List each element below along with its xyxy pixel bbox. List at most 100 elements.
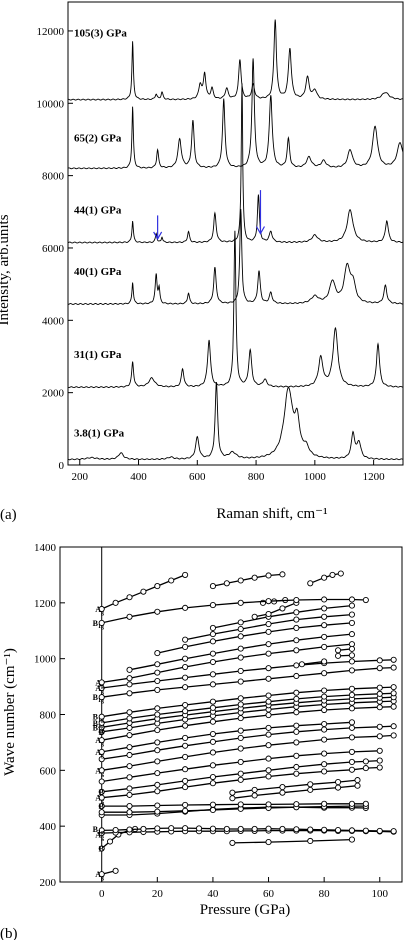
panel-b-mode-line (232, 785, 358, 799)
panel-b-data-point (237, 734, 244, 742)
panel-b-data-point (126, 732, 133, 739)
panel-b-data-point (348, 596, 356, 603)
panel-b-data-point (154, 669, 161, 676)
panel-b-data-point (126, 809, 133, 816)
panel-b-mode-line (101, 734, 394, 771)
panel-b-data-point (209, 738, 216, 745)
panel-b-data-point (321, 574, 328, 581)
panel-b-mode-line (101, 696, 394, 728)
panel-b-data-point (354, 782, 361, 789)
panel-b-data-point (265, 621, 272, 628)
panel-b-mode-line (101, 700, 394, 733)
panel-b-data-point (209, 730, 216, 738)
panel-b-mode-label: Ag (95, 831, 104, 842)
panel-b-data-point (390, 690, 397, 697)
panel-b-data-point (265, 641, 272, 648)
panel-b-data-point (98, 605, 105, 613)
panel-b-data-point (334, 827, 342, 834)
panel-b-data-point (362, 800, 369, 807)
panel-b-mode-line (101, 598, 366, 624)
panel-b-data-point (168, 577, 175, 584)
panel-b-data-point (154, 686, 161, 693)
panel-b-data-point (265, 665, 272, 672)
panel-b-data-point (209, 658, 216, 666)
panel-b-data-point (376, 665, 383, 672)
panel-b-data-point (182, 784, 189, 791)
panel-b-data-point (98, 803, 105, 810)
panel-b-mode-label: B1g (93, 619, 104, 630)
panel-b-data-point (293, 752, 300, 759)
panel-b-data-point (321, 768, 328, 775)
panel-a-plot-frame (67, 1, 404, 466)
panel-b-data-point (154, 650, 161, 657)
panel-b-data-point (98, 619, 105, 626)
panel-b-data-point (182, 753, 189, 760)
panel-b-mode-label: Ag (95, 748, 104, 759)
panel-b-y-tick-label: 1400 (34, 542, 57, 554)
panel-b-y-tick-label: 1200 (34, 598, 57, 610)
panel-b-data-point (182, 722, 189, 729)
panel-b-mode-label: Ag (95, 870, 104, 881)
panel-b-data-point (265, 801, 272, 808)
panel-b-data-point (321, 687, 328, 694)
panel-b-data-point (334, 779, 342, 786)
panel-b-data-point (126, 785, 133, 792)
panel-b-data-point (348, 827, 356, 834)
panel-b-data-point (237, 727, 244, 734)
panel-b-data-point (348, 705, 356, 712)
panel-b-data-point (376, 764, 383, 771)
panel-b-x-axis-label: Pressure (GPa) (200, 902, 290, 918)
panel-b-data-point (182, 684, 189, 691)
panel-a-pressure-label: 105(3) GPa (74, 28, 127, 40)
panel-b-data-point (182, 801, 189, 809)
panel-b-data-point (348, 758, 356, 766)
panel-b-data-point (265, 825, 272, 832)
panel-b-mode-line (101, 827, 394, 832)
panel-b-data-point (348, 602, 356, 609)
panel-b-data-point (265, 572, 272, 579)
panel-b-data-point (237, 715, 244, 722)
panel-b-mode-label: Ag (95, 794, 104, 805)
panel-b-data-point (307, 580, 314, 587)
panel-b-data-point (376, 733, 383, 740)
panel-b-data-point (293, 695, 300, 702)
panel-b-data-point (195, 825, 203, 832)
panel-b-data-point (154, 781, 161, 788)
panel-a-y-tick-label: 4000 (42, 315, 65, 327)
panel-b-data-point (209, 671, 216, 678)
panel-b-data-point (209, 718, 216, 725)
panel-b-data-point (126, 803, 133, 810)
panel-a-y-tick-label: 12000 (37, 26, 65, 38)
panel-b-data-point (321, 706, 328, 714)
panel-b-data-point (279, 784, 286, 791)
panel-a-arrow-head (153, 231, 163, 241)
panel-b-mode-line (101, 692, 394, 724)
panel-b-mode-label: B (99, 728, 105, 737)
panel-b-data-point (279, 605, 286, 612)
panel-b-data-point (209, 681, 216, 688)
panel-a-y-axis-label: Intensity, arb.units (0, 214, 12, 325)
panel-b-data-point (293, 616, 300, 623)
panel-b-data-point (265, 731, 272, 738)
panel-b-data-point (329, 571, 336, 578)
panel-b-data-point (98, 748, 105, 755)
panel-b-data-point (209, 583, 216, 590)
panel-b-data-point (251, 786, 258, 793)
panel-b-data-point (209, 825, 216, 832)
panel-b-data-point (321, 633, 328, 640)
panel-b-data-point (154, 739, 161, 746)
panel-b-data-point (321, 622, 328, 629)
panel-b-data-point (293, 763, 300, 771)
panel-b-data-point (209, 749, 216, 756)
panel-b-mode-series (98, 570, 397, 878)
panel-b-data-point (182, 742, 189, 749)
panel-b-data-point (237, 678, 244, 685)
panel-b-data-point (237, 654, 244, 661)
panel-b-data-point (209, 801, 216, 808)
panel-b-data-point (265, 610, 272, 618)
panel-b-mode-line (101, 666, 394, 698)
panel-b-data-point (293, 672, 300, 680)
panel-b-data-point (307, 826, 314, 833)
panel-a-y-tick-label: 2000 (42, 388, 65, 400)
